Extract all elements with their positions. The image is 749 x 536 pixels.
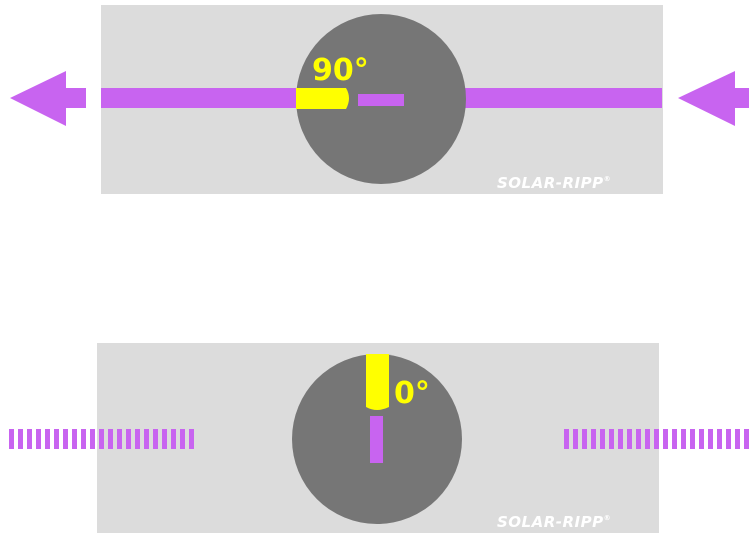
top-flow-bar-left [101, 88, 298, 108]
bottom-brand-mark: ® [604, 514, 612, 522]
top-brand-logo: SOLAR-RIPP® [497, 174, 611, 192]
bottom-angle-label: 0° [394, 376, 430, 411]
bottom-flow-slot [370, 416, 383, 463]
top-brand-name: SOLAR-RIPP [497, 174, 604, 192]
top-angle-label: 90° [312, 53, 369, 88]
top-brand-mark: ® [604, 175, 612, 183]
bottom-brand-logo: SOLAR-RIPP® [497, 513, 611, 531]
bottom-brand-name: SOLAR-RIPP [497, 513, 604, 531]
bottom-angle-indicator [366, 354, 389, 410]
top-flow-bar-right [408, 88, 662, 108]
top-flow-through-disc [358, 94, 404, 106]
arrow-left-icon [678, 71, 749, 126]
top-angle-indicator [296, 88, 349, 109]
top-valve-panel: 90° SOLAR-RIPP® [10, 5, 749, 194]
bottom-valve-panel: 0° SOLAR-RIPP® [9, 343, 749, 533]
arrow-left-icon [10, 71, 86, 126]
